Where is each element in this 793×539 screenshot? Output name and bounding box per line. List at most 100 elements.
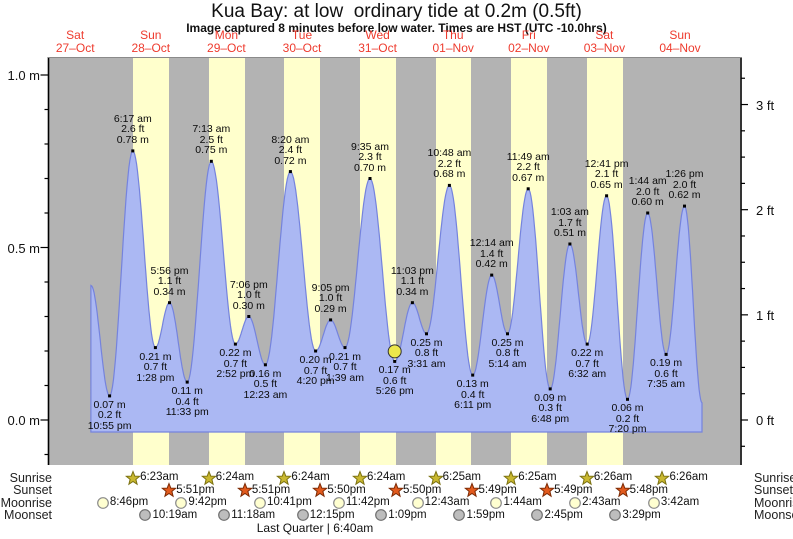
tide-extreme-dot (605, 194, 609, 198)
sunset-star (539, 482, 556, 498)
tide-area (90, 150, 703, 433)
sunset-time: 5:50pm (327, 483, 366, 496)
moonset-circle (531, 509, 544, 521)
moonrise-circle (254, 496, 266, 509)
high-tide-label: 1:44 am 2.0 ft 0.60 m (628, 175, 667, 208)
low-tide-label: 0.06 m 0.2 ft 7:20 pm (608, 402, 647, 436)
moonrise-time: 12:43am (424, 496, 470, 508)
page-subtitle: Image captured 8 minutes before low wate… (186, 21, 607, 35)
tide-plot-area: 0.07 m 0.2 ft 10:55 pm 6:17 am 2.6 ft 0.7… (49, 57, 740, 465)
tide-extreme-dot (209, 159, 213, 163)
tide-extreme-dot (410, 301, 414, 305)
moonrise-circle (569, 496, 582, 509)
moonrise-circle (96, 496, 109, 509)
sunrise-star (578, 469, 595, 485)
moonrise-time: 9:42pm (188, 496, 227, 508)
day-label: Sun 28–Oct (131, 28, 171, 55)
moonrise-circle (175, 496, 188, 509)
sunrise-star (351, 469, 368, 485)
high-tide-label: 8:20 am 2.4 ft 0.72 m (271, 133, 310, 167)
sunset-time: 5:50pm (402, 483, 442, 496)
sunset-star (161, 482, 178, 498)
sunset-star (614, 482, 631, 498)
moonset-time: 2:45pm (544, 508, 583, 521)
day-label: Wed 31–Oct (358, 28, 397, 55)
moonset-time: 12:15pm (309, 508, 355, 521)
tide-extreme-dot (263, 363, 267, 367)
sunrise-time: 6:26am (669, 471, 708, 483)
sunset-star (387, 482, 404, 498)
low-tide-label: 0.19 m 0.6 ft 7:35 am (647, 357, 686, 391)
sunrise-star (503, 469, 520, 485)
high-tide-label: 9:05 pm 1.0 ft 0.29 m (311, 281, 350, 315)
moonrise-time: 10:41pm (267, 496, 312, 508)
sunset-time: 5:49pm (478, 483, 517, 496)
high-tide-label: 10:48 am 2.2 ft 0.68 m (427, 147, 472, 181)
moonset-time: 3:29pm (622, 508, 661, 521)
sunset-time: 5:48pm (629, 483, 669, 496)
tide-extreme-dot (233, 342, 237, 346)
moonrise-row-label: Moonrise (754, 495, 793, 510)
sunset-row-label: Sunset (13, 483, 52, 497)
moonrise-time: 11:42pm (345, 496, 390, 508)
tide-extreme-dot (368, 177, 372, 180)
high-tide-label: 6:17 am 2.6 ft 0.78 m (113, 112, 152, 146)
y-axis-label-ft: 0 ft (756, 413, 775, 428)
day-label: Thu 01–Nov (432, 28, 474, 55)
sunrise-time: 6:25am (442, 471, 481, 483)
tide-extreme-dot (526, 187, 530, 191)
low-tide-label: 0.21 m 0.7 ft 1:28 pm (136, 350, 175, 384)
high-tide-label: 9:35 am 2.3 ft 0.70 m (351, 140, 389, 174)
sunrise-time: 6:26am (593, 471, 633, 483)
low-tide-label: 0.13 m 0.4 ft 6:11 pm (454, 378, 492, 412)
moonset-time: 10:19am (152, 508, 198, 521)
tide-extreme-dot (506, 332, 509, 336)
current-time-marker (387, 344, 402, 359)
tide-extreme-dot (288, 170, 292, 174)
low-tide-label: 0.25 m 0.8 ft 3:31 am (407, 336, 446, 370)
low-tide-label: 0.25 m 0.8 ft 5:14 am (488, 336, 527, 370)
tide-extreme-dot (131, 149, 135, 153)
tide-extreme-dot (490, 273, 494, 277)
moonrise-time: 1:44am (503, 496, 542, 508)
moonset-circle (609, 509, 622, 521)
high-tide-label: 11:03 pm 1.1 ft 0.34 m (390, 264, 434, 298)
day-label: Fri 02–Nov (508, 28, 550, 55)
low-tide-label: 0.22 m 0.7 ft 2:52 pm (216, 347, 255, 381)
sunset-time: 5:51pm (251, 483, 291, 496)
moonrise-circle (490, 496, 503, 509)
tide-extreme-dot (664, 352, 668, 356)
sunrise-star (200, 469, 217, 485)
tide-extreme-dot (568, 242, 572, 246)
moonset-circle (375, 509, 388, 521)
tide-extreme-dot (247, 315, 251, 318)
y-axis-label-m: 1.0 m (7, 68, 40, 83)
high-tide-label: 11:49 am 2.2 ft 0.67 m (506, 150, 550, 184)
low-tide-label: 0.16 m 0.5 ft 12:23 am (243, 367, 288, 401)
day-label: Sat 03–Nov (583, 28, 626, 55)
sunrise-star (125, 469, 142, 485)
moonrise-circle (647, 496, 660, 509)
moonrise-circle (411, 496, 424, 509)
page-title: Kua Bay: at low ordinary tide at 0.2m (0… (211, 1, 582, 22)
tide-extreme-dot (626, 397, 629, 401)
moonset-row-label: Moonset (754, 508, 793, 522)
tide-extreme-dot (646, 211, 650, 215)
tide-extreme-dot (168, 301, 171, 305)
sunrise-star (276, 469, 293, 485)
high-tide-label: 12:41 pm 2.1 ft 0.65 m (584, 157, 629, 191)
day-label: Tue 30–Oct (282, 28, 322, 55)
sunset-star (463, 482, 480, 498)
moon-phase-note: Last Quarter | 6:40am (256, 521, 374, 535)
tide-extreme-dot (548, 387, 552, 391)
tide-extreme-dot (471, 373, 475, 377)
moonset-time: 1:59pm (466, 508, 505, 521)
y-axis-label-m: 0.0 m (7, 413, 40, 428)
moonrise-time: 3:42am (660, 496, 700, 508)
moonset-row-label: Moonset (4, 508, 52, 522)
sunrise-time: 6:24am (366, 471, 406, 483)
sunrise-time: 6:25am (518, 471, 557, 483)
moonrise-time: 2:43am (582, 496, 621, 508)
moonset-circle (218, 509, 231, 521)
